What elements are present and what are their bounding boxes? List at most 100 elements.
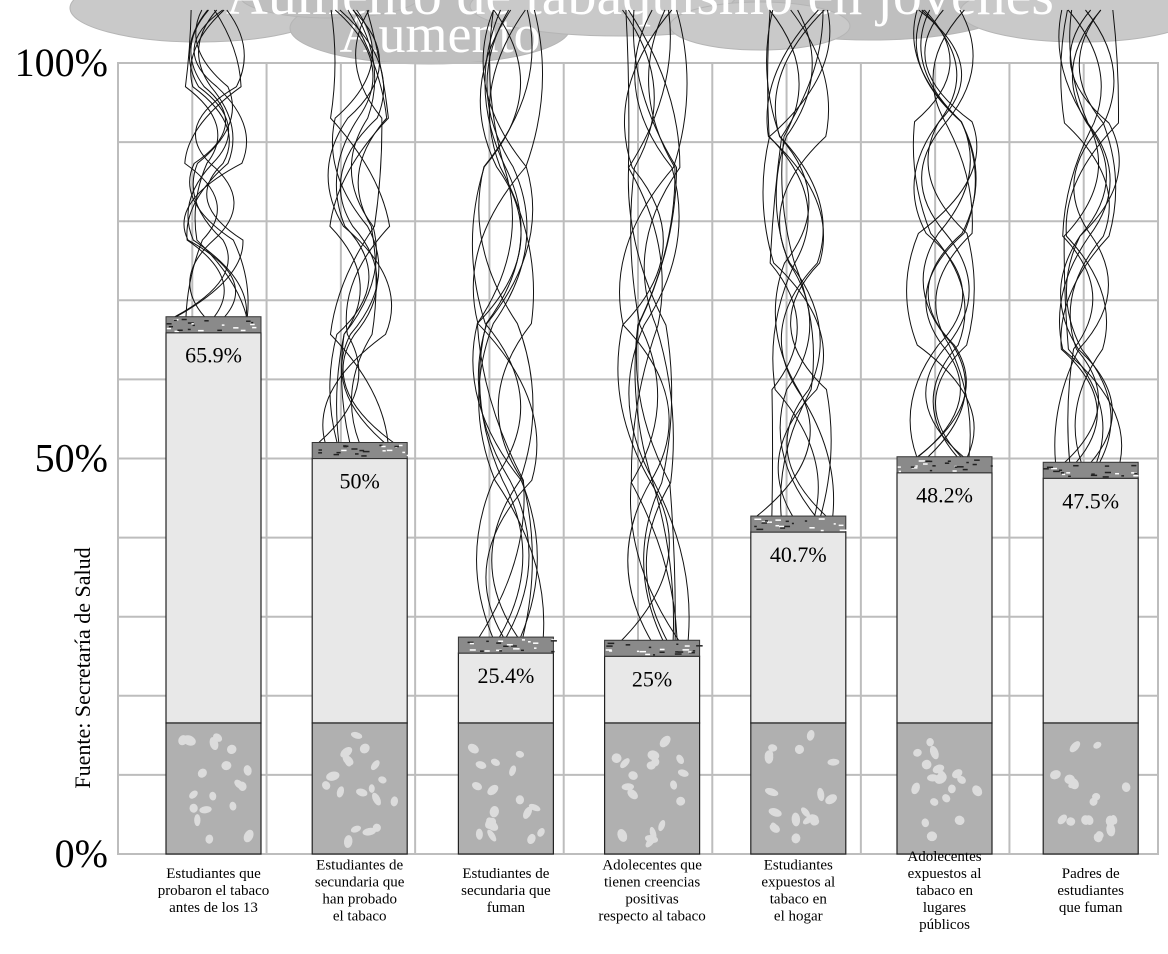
ash-texture — [915, 465, 918, 467]
filter-speck — [226, 744, 237, 754]
smoke-line — [184, 9, 248, 317]
bar — [311, 457, 408, 724]
ash-texture — [233, 327, 239, 329]
ash-texture — [677, 651, 684, 653]
ash-texture — [333, 453, 340, 456]
ash-texture — [499, 650, 503, 652]
ash-texture — [818, 518, 825, 520]
smoke-line — [921, 9, 975, 458]
ash-texture — [761, 522, 768, 524]
bar — [457, 652, 554, 724]
bar-cigarette: 40.7% — [750, 515, 847, 855]
ash-texture — [1060, 472, 1065, 474]
smoke-line — [769, 9, 814, 517]
ash-texture — [910, 466, 915, 468]
filter-speck — [913, 748, 922, 757]
bar-ash — [604, 639, 701, 657]
bar-cigarette: 25% — [603, 639, 703, 855]
value-label: 40.7% — [770, 542, 827, 567]
ash-texture — [1131, 464, 1137, 467]
smoke-line — [1065, 9, 1120, 463]
ash-texture — [187, 328, 191, 331]
filter-speck — [658, 820, 666, 832]
smoke-line — [932, 9, 973, 457]
ash-texture — [785, 520, 789, 523]
ash-texture — [204, 320, 209, 322]
filter-speck — [1092, 792, 1101, 801]
filter-speck — [926, 738, 934, 747]
filter-speck — [487, 829, 497, 842]
ash-texture — [174, 330, 179, 333]
filter-speck — [927, 774, 939, 782]
smoke-cloud — [240, 0, 420, 19]
y-tick-label: 50% — [35, 436, 108, 481]
ash-texture — [929, 469, 933, 472]
ash-texture — [379, 444, 383, 447]
filter-speck — [628, 771, 638, 780]
filter-speck — [926, 831, 938, 842]
ash-texture — [625, 644, 631, 646]
smoke-line — [1058, 9, 1123, 463]
smoke-line — [634, 9, 676, 641]
smoke-line — [472, 9, 538, 638]
bar — [165, 332, 262, 724]
ash-texture — [1091, 473, 1095, 475]
smoke-line — [184, 9, 242, 317]
ash-texture — [496, 642, 502, 644]
filter-speck — [627, 789, 638, 800]
bar — [1042, 477, 1139, 724]
smoke-line — [766, 9, 832, 517]
ash-texture — [336, 451, 341, 454]
ash-texture — [897, 466, 901, 468]
filter-speck — [362, 827, 377, 836]
ash-texture — [198, 329, 204, 332]
filter-speck — [209, 791, 217, 801]
filter-speck — [350, 731, 363, 739]
filter-speck — [806, 729, 815, 741]
smoke-line — [476, 9, 525, 638]
ash-texture — [645, 653, 651, 656]
filter-speck — [189, 803, 198, 813]
smoke-line — [762, 9, 831, 517]
filter-speck — [930, 798, 939, 806]
filter-speck — [620, 758, 630, 769]
value-label: 25.4% — [477, 663, 534, 688]
y-tick-label: 100% — [15, 40, 108, 85]
bar-ash — [750, 515, 847, 533]
filter-speck — [527, 833, 536, 845]
filter-speck — [817, 787, 825, 802]
value-label: 50% — [340, 469, 380, 494]
smoke-line — [622, 9, 680, 641]
ash-texture — [674, 653, 682, 655]
smoke-line — [318, 9, 391, 443]
ash-texture — [166, 327, 172, 330]
filter-speck — [1121, 782, 1131, 792]
ash-texture — [511, 645, 517, 647]
filter-speck — [370, 760, 380, 771]
smoke-line — [779, 9, 829, 517]
category-labels: Estudiantes que probaron el tabaco antes d… — [158, 849, 1124, 933]
filter-speck — [515, 750, 525, 758]
ash-texture — [962, 468, 968, 471]
bars: 65.9% 50% 25.4% 25% 40.7% 48.2% 47.5% — [165, 316, 1139, 855]
smoke-line — [769, 9, 824, 517]
filter-speck — [1081, 815, 1091, 825]
ash-texture — [974, 459, 980, 461]
ash-texture — [520, 649, 524, 652]
ash-texture — [764, 520, 768, 522]
filter-speck — [659, 735, 671, 748]
smoke-line — [183, 9, 248, 318]
ash-texture — [606, 645, 613, 647]
ash-texture — [318, 452, 323, 454]
ash-texture — [484, 650, 490, 652]
filter-speck — [676, 796, 686, 806]
filter-speck — [336, 786, 345, 798]
ash-texture — [838, 524, 844, 527]
ash-texture — [1115, 472, 1119, 475]
ash-texture — [187, 322, 194, 324]
filter-speck — [359, 743, 370, 754]
filter-speck — [537, 828, 545, 837]
smoke-line — [329, 9, 389, 443]
category-label: Estudiantes de secundaria que han probado e… — [315, 858, 405, 925]
